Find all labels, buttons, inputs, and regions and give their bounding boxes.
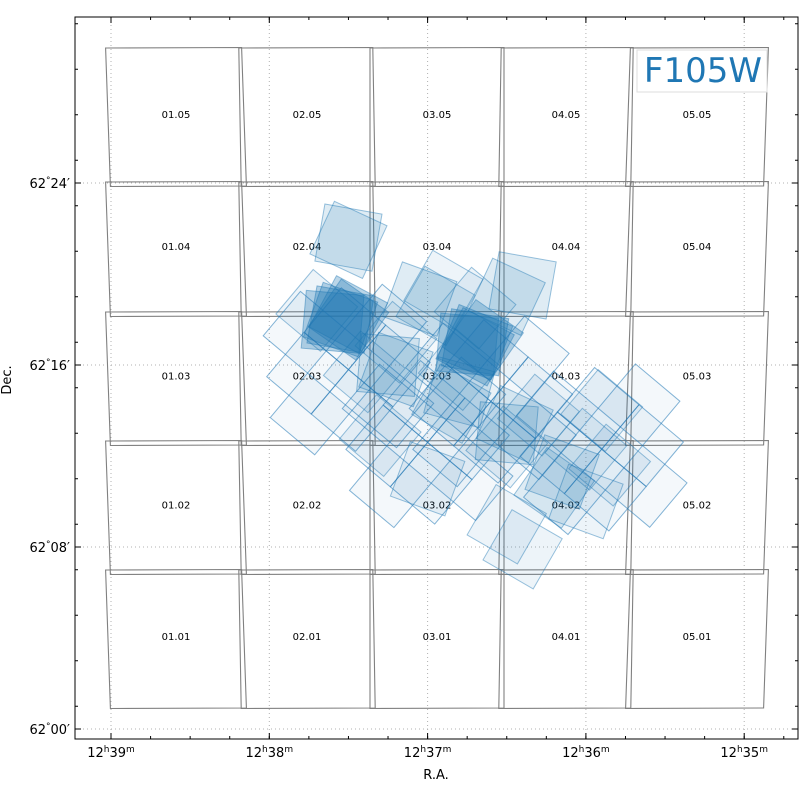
- exposure-footprints: [262, 200, 688, 590]
- exposure-footprint: [381, 261, 458, 337]
- exposure-footprint: [309, 200, 388, 280]
- tile-label: 01.01: [162, 632, 191, 643]
- exposure-grid-cell: [351, 365, 435, 449]
- mosaic-tile: [625, 310, 769, 447]
- x-tick-label: 12h38m: [246, 745, 294, 761]
- exposure-footprint: [466, 483, 548, 565]
- x-tick-label: 12h35m: [720, 745, 768, 761]
- exposure-footprint: [395, 265, 476, 347]
- tile-label: 01.02: [162, 501, 191, 512]
- tile-label: 03.04: [423, 242, 452, 253]
- tile-label: 05.03: [683, 372, 712, 383]
- tile-label: 05.02: [683, 501, 712, 512]
- exposure-footprint: [544, 407, 628, 491]
- exposure-footprint: [496, 373, 581, 457]
- exposure-grid-cell: [348, 445, 432, 529]
- tile-label: 03.05: [423, 110, 452, 121]
- tile-label: 01.03: [162, 372, 191, 383]
- exposure-footprint: [338, 393, 422, 478]
- exposure-grid-cell: [522, 451, 607, 536]
- exposure-grid-cell: [430, 438, 514, 522]
- exposure-footprint: [403, 249, 484, 331]
- exposure-footprint: [482, 509, 563, 590]
- exposure-grid-cell: [604, 444, 688, 529]
- x-axis-label: R.A.: [423, 768, 449, 783]
- tile-label: 02.02: [293, 501, 322, 512]
- tile-label: 03.01: [423, 632, 452, 643]
- tile-label: 04.02: [552, 501, 581, 512]
- tile-label: 03.03: [423, 372, 452, 383]
- tile-label: 04.03: [552, 372, 581, 383]
- exposure-footprint: [568, 423, 652, 507]
- exposure-footprint: [467, 257, 546, 336]
- y-axis-label: Dec.: [0, 365, 15, 394]
- tile-label: 04.04: [552, 242, 581, 253]
- filter-label-box: [636, 49, 768, 93]
- y-tick-label: 62°24′: [29, 176, 70, 192]
- exposure-footprint: [322, 330, 406, 414]
- tile-label: 04.01: [552, 632, 581, 643]
- exposure-footprint: [306, 285, 375, 354]
- mosaic-tile: [625, 439, 769, 576]
- exposure-footprint: [435, 312, 500, 377]
- exposure-footprint: [300, 289, 365, 354]
- tile-label: 02.03: [293, 372, 322, 383]
- x-tick-label: 12h36m: [562, 745, 610, 761]
- exposure-footprint: [314, 203, 383, 272]
- y-tick-label: 62°08′: [29, 540, 70, 556]
- x-tick-label: 12h39m: [87, 745, 135, 761]
- exposure-footprint: [465, 405, 549, 489]
- exposure-footprint: [440, 308, 510, 377]
- x-tick-label: 12h37m: [404, 745, 452, 761]
- exposure-footprint: [417, 327, 501, 412]
- exposure-grid-cell: [412, 404, 496, 488]
- filter-label: F105W: [644, 51, 762, 91]
- tile-label: 04.05: [552, 110, 581, 121]
- exposure-footprint: [548, 463, 624, 540]
- exposure-footprint: [307, 278, 390, 361]
- tile-label: 05.04: [683, 242, 712, 253]
- exposure-footprint: [441, 298, 525, 382]
- mosaic-tile: [625, 568, 769, 710]
- exposure-footprint: [524, 434, 600, 510]
- exposure-footprint: [389, 440, 466, 517]
- plot-frame: [74, 16, 799, 740]
- tile-label: 05.05: [683, 110, 712, 121]
- exposure-footprint: [308, 275, 389, 355]
- tile-label: 01.04: [162, 242, 191, 253]
- mosaic-tile: [625, 180, 769, 318]
- tile-label: 02.04: [293, 242, 322, 253]
- exposure-footprint: [275, 268, 359, 353]
- exposure-footprint: [436, 303, 514, 381]
- tile-label: 01.05: [162, 110, 191, 121]
- exposure-grid-cell: [269, 372, 353, 456]
- tile-label: 03.02: [423, 501, 452, 512]
- exposure-footprint: [358, 331, 434, 408]
- exposure-footprint: [488, 251, 557, 320]
- exposure-footprint: [433, 266, 517, 350]
- y-tick-label: 62°16′: [29, 358, 70, 374]
- tile-label: 02.01: [293, 632, 322, 643]
- exposure-footprint: [302, 281, 379, 358]
- axis-ticks: 12h39m 12h38m 12h37m 12h36m 12h35m 62°00′ 62°0…: [29, 17, 798, 761]
- mosaic-tile: [625, 46, 769, 188]
- y-tick-label: 62°00′: [29, 722, 70, 738]
- tile-label: 05.01: [683, 632, 712, 643]
- exposure-footprint: [423, 356, 496, 429]
- tile-label: 02.05: [293, 110, 322, 121]
